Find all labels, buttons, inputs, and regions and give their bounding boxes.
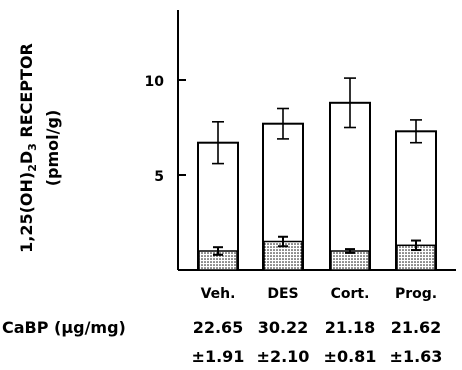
cabp-row-label: CaBP (μg/mg) [2, 318, 126, 337]
svg-text:1,25(OH)2D3 RECEPTOR: 1,25(OH)2D3 RECEPTOR [17, 43, 39, 253]
bar-stippled-des [263, 240, 303, 271]
category-label-veh: Veh. [201, 286, 236, 302]
cabp-mean-veh: 22.65 [193, 318, 244, 337]
y-tick-label-10: 10 [145, 74, 165, 90]
cabp-error-veh: ±1.91 [192, 347, 245, 366]
category-label-cort: Cort. [331, 286, 370, 302]
category-label-prog: Prog. [395, 286, 437, 302]
y-tick-label-5: 5 [154, 169, 164, 185]
cabp-mean-cort: 21.18 [325, 318, 376, 337]
y-axis-label-line-2: (pmol/g) [43, 110, 62, 187]
cabp-error-prog: ±1.63 [390, 347, 443, 366]
y-axis-label-line-1: 1,25(OH)2D3 RECEPTOR [17, 43, 39, 253]
cabp-mean-des: 30.22 [258, 318, 309, 337]
category-label-des: DES [267, 286, 298, 302]
bars-group [197, 77, 437, 271]
cabp-error-des: ±2.10 [257, 347, 310, 366]
cabp-error-cort: ±0.81 [324, 347, 377, 366]
svg-text:(pmol/g): (pmol/g) [43, 110, 62, 187]
bar-total-cort [329, 101, 371, 271]
cabp-mean-prog: 21.62 [391, 318, 442, 337]
